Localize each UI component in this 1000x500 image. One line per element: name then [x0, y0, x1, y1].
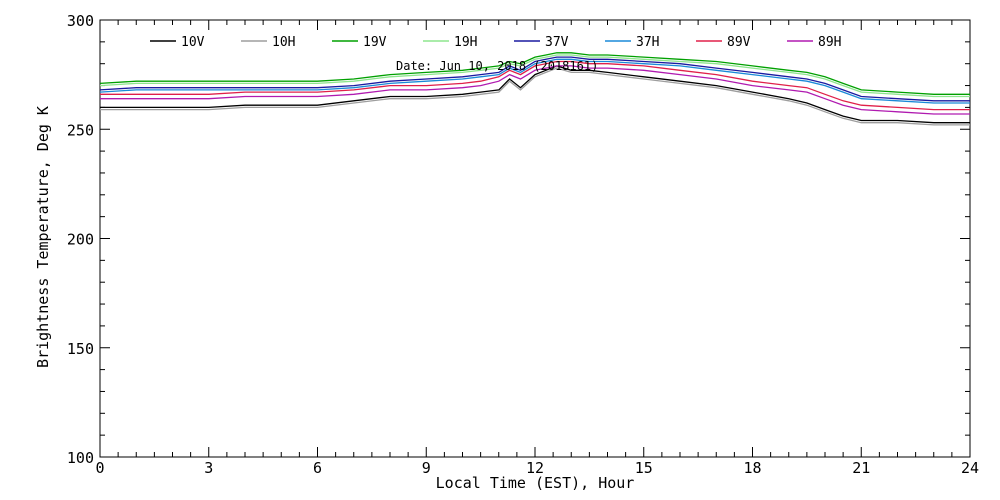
series-line-10v: [100, 65, 970, 124]
y-tick-label: 100: [67, 449, 94, 467]
series-line-37v: [99, 56, 970, 102]
plot-frame: [99, 19, 971, 458]
legend-label-19v: 19V: [363, 35, 387, 50]
x-tick-label: 15: [635, 459, 653, 477]
y-tick-label: 250: [67, 121, 94, 139]
legend-label-19h: 19H: [454, 35, 477, 50]
x-tick-label: 12: [526, 459, 544, 477]
y-tick-label: 150: [67, 340, 94, 358]
x-tick-label: 21: [852, 459, 870, 477]
x-tick-label: 24: [961, 459, 979, 477]
series-line-37h: [99, 58, 970, 104]
legend-label-10h: 10H: [272, 35, 295, 50]
series-line-10h: [100, 67, 970, 126]
y-axis-title: Brightness Temperature, Deg K: [34, 106, 52, 368]
legend-label-37v: 37V: [545, 35, 569, 50]
x-axis-title: Local Time (EST), Hour: [436, 474, 635, 492]
series-group: [99, 52, 970, 126]
x-tick-label: 0: [95, 459, 104, 477]
legend-label-89h: 89H: [818, 35, 841, 50]
legend-label-89v: 89V: [727, 35, 751, 50]
y-tick-label: 200: [67, 231, 94, 249]
series-line-89h: [100, 65, 970, 115]
legend: 10V 10H 19V 19H 37V 37H 89V 89H: [150, 35, 841, 50]
x-tick-label: 9: [422, 459, 431, 477]
series-line-89v: [100, 60, 970, 111]
x-tick-label: 6: [313, 459, 322, 477]
date-annotation: Date: Jun 10, 2018 (2018161): [396, 59, 598, 73]
plot-frame-group: [99, 19, 971, 458]
series-line-19v: [99, 52, 970, 95]
legend-label-37h: 37H: [636, 35, 659, 50]
x-tick-label: 18: [743, 459, 761, 477]
legend-label-10v: 10V: [181, 35, 205, 50]
y-tick-label: 300: [67, 12, 94, 30]
series-line-19h: [99, 54, 970, 98]
x-tick-label: 3: [204, 459, 213, 477]
